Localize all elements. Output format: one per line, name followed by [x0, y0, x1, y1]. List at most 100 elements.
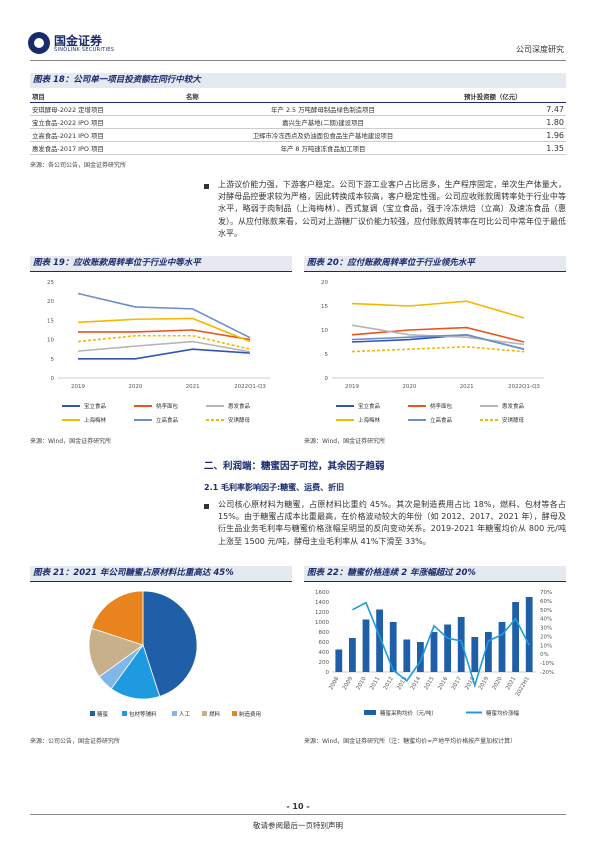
x-tick-label: 2010 — [356, 676, 368, 692]
x-tick-label: 2020 — [128, 384, 142, 390]
legend-label: 制造费用 — [239, 710, 261, 718]
table-row: 安琪酵母-2022 定增项目 年产 2.5 万吨酵母制品绿色制造项目 7.47 — [30, 102, 566, 116]
series-line — [77, 292, 251, 339]
bar — [444, 624, 451, 672]
bullet-icon — [204, 504, 209, 509]
table-cell: 宝立食品-2022 IPO 项目 — [30, 115, 184, 129]
pie-slice — [91, 590, 144, 646]
x-tick-label: 2020 — [402, 384, 416, 390]
x-tick-label: 2021 — [186, 384, 200, 390]
y-tick-label: 1400 — [315, 600, 329, 606]
pie-slice — [88, 627, 144, 678]
y-tick-label: 1600 — [315, 590, 329, 596]
x-tick-label: 2019 — [71, 384, 85, 390]
y-tick-label: 400 — [319, 650, 330, 656]
legend-label: 糖蜜 — [97, 710, 109, 718]
table-cell: 惠发食品-2017 IPO 项目 — [30, 141, 184, 155]
paragraph-receivables: 上游议价能力强，下游客户稳定。公司下游工业客户占比居多，生产程序固定，单次生产体… — [218, 180, 566, 238]
y2-tick-label: -20% — [540, 670, 554, 676]
bar — [362, 619, 370, 672]
x-tick-label: 2017 — [451, 676, 463, 692]
fig20-caption-underline — [304, 271, 566, 272]
fig21-caption: 图表 21：2021 年公司糖蜜占原材料比重高达 45% — [30, 566, 292, 581]
logo-cn-text: 国金证券 — [54, 34, 103, 48]
report-type: 公司深度研究 — [516, 45, 564, 54]
x-tick-label: 2011 — [369, 676, 381, 691]
y-tick-label: 1200 — [315, 610, 329, 616]
y-tick-label: 25 — [47, 280, 54, 286]
legend-label: 人工 — [179, 711, 191, 718]
x-tick-label: 2021 — [460, 384, 474, 390]
x-tick-label: 2014 — [410, 676, 422, 692]
fig22-caption-underline — [304, 581, 566, 582]
header-divider — [30, 60, 566, 61]
fig22-source: 来源：Wind，国金证券研究所（注：糖蜜均价=产地平均价格按产量加权计算） — [304, 738, 517, 745]
paragraph-molasses: 公司核心原材料为糖蜜，占原材料比重约 45%。其次是制造费用占比 18%，燃料、… — [218, 500, 566, 546]
legend-label: 包材等辅料 — [129, 710, 157, 718]
y-tick-label: 10 — [47, 338, 54, 344]
legend-swatch — [172, 711, 177, 716]
y2-tick-label: 10% — [540, 643, 552, 649]
series-line — [352, 601, 530, 689]
y2-tick-label: 70% — [540, 590, 552, 596]
table-cell: 安琪酵母-2022 定增项目 — [30, 102, 184, 116]
table-cell: 年产 2.5 万吨酵母制品绿色制造项目 — [184, 102, 462, 116]
y-tick-label: 5 — [51, 357, 55, 363]
legend-label: 糖蜜采购均价（元/吨） — [380, 709, 437, 717]
company-logo: 国金证券 SINOLINK SECURITIES — [28, 30, 136, 58]
legend-label: 宝立食品 — [358, 402, 381, 410]
bar — [457, 617, 465, 672]
y2-tick-label: -10% — [540, 661, 554, 667]
x-tick-label: 2020 — [492, 676, 504, 692]
subsection-title: 2.1 毛利率影响因子:糖蜜、运费、折旧 — [204, 483, 345, 492]
table-row: 惠发食品-2017 IPO 项目 年产 8 万吨速冻食品加工项目 1.35 — [30, 141, 566, 155]
footer-disclaimer: 敬请参阅最后一页特别声明 — [253, 821, 343, 830]
logo-icon — [28, 32, 50, 54]
y-tick-label: 0 — [326, 670, 330, 676]
bar — [389, 622, 397, 672]
fig21-caption-underline — [30, 581, 292, 582]
table-cell: 1.80 — [462, 115, 566, 129]
series-line — [77, 340, 251, 353]
table-cell: 立高食品-2021 IPO 项目 — [30, 128, 184, 142]
series-line — [78, 348, 251, 360]
legend-label: 糖蜜均价涨幅 — [486, 709, 520, 717]
legend-swatch — [122, 711, 127, 716]
bar — [525, 597, 533, 672]
x-tick-label: 2019 — [345, 384, 359, 390]
x-tick-label: 2016 — [437, 676, 449, 692]
x-tick-label: 2022H1 — [515, 676, 531, 698]
logo-en-text: SINOLINK SECURITIES — [54, 47, 115, 53]
y2-tick-label: 50% — [540, 608, 552, 614]
legend-label: 上海梅林 — [84, 416, 107, 424]
legend-label: 安琪酵母 — [502, 416, 525, 424]
legend-swatch — [202, 711, 207, 716]
legend-label: 立高食品 — [430, 416, 453, 424]
legend-label: 桃李面包 — [430, 402, 453, 410]
series-line — [351, 326, 525, 343]
y-tick-label: 20 — [47, 299, 54, 305]
bar — [376, 609, 383, 672]
x-tick-label: 2012 — [383, 676, 395, 691]
legend-swatch — [90, 711, 95, 716]
table-cell: 嘉兴生产基地(二期)建设项目 — [184, 115, 462, 129]
x-tick-label: 2021 — [505, 676, 517, 691]
page-number: - 10 - — [286, 802, 310, 811]
x-tick-label: 2015 — [424, 676, 436, 692]
y-tick-label: 15 — [321, 304, 328, 310]
legend-label: 立高食品 — [156, 416, 179, 424]
bar — [403, 639, 411, 672]
y-tick-label: 0 — [51, 376, 55, 382]
y2-tick-label: 30% — [540, 626, 552, 632]
legend-label: 宝立食品 — [84, 402, 107, 410]
bar — [430, 632, 438, 672]
legend-label: 燃料 — [209, 710, 221, 718]
bar — [512, 602, 519, 672]
table-cell: 1.96 — [462, 128, 566, 142]
legend-label: 上海梅林 — [358, 416, 381, 424]
fig20-chart: 0 5 10 15 20 2019 2020 2021 2022Q1-Q3 宝立食品 桃李面包 惠发食… — [321, 280, 544, 424]
fig18-source: 来源：各公司公告，国金证券研究所 — [30, 162, 127, 169]
x-tick-label: 2009 — [342, 676, 354, 692]
bar — [485, 632, 492, 672]
fig19-caption-underline — [30, 271, 292, 272]
